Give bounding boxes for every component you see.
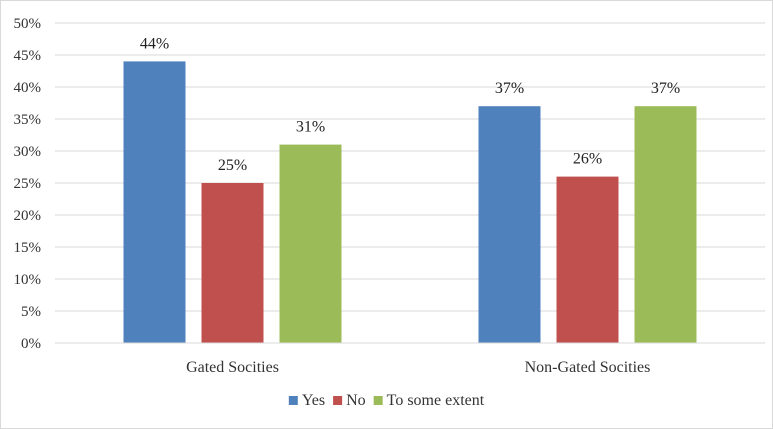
bar-no [556, 176, 619, 343]
y-tick-label: 15% [14, 240, 42, 256]
y-tick-label: 45% [14, 48, 42, 64]
bar-to-some-extent [634, 106, 697, 343]
y-axis: 0% 5% 10% 15% 20% 25% 30% 35% 40% 45% 50% [14, 16, 42, 352]
data-label: 26% [573, 151, 602, 168]
y-tick-label: 10% [14, 272, 42, 288]
y-tick-label: 35% [14, 112, 42, 128]
bar-to-some-extent [279, 144, 342, 343]
data-label: 31% [296, 119, 325, 136]
legend-swatch-no [333, 396, 343, 405]
data-label: 25% [218, 157, 247, 174]
legend: Yes No To some extent [288, 392, 485, 409]
y-tick-label: 30% [14, 144, 42, 160]
legend-label: No [346, 392, 366, 409]
data-label: 37% [495, 80, 524, 97]
x-axis: Gated Socities Non-Gated Socities [55, 342, 765, 376]
x-category-label: Non-Gated Socities [525, 359, 651, 376]
data-label: 44% [140, 35, 169, 52]
legend-label: To some extent [387, 392, 485, 409]
legend-swatch-to-some-extent [373, 396, 383, 405]
data-labels: 44% 25% 31% 37% 26% 37% [140, 35, 680, 174]
y-tick-label: 25% [14, 176, 42, 192]
data-label: 37% [651, 80, 680, 97]
y-tick-label: 40% [14, 80, 42, 96]
bar-yes [478, 106, 541, 343]
y-tick-label: 50% [14, 16, 42, 32]
y-tick-label: 0% [21, 336, 41, 352]
bars [123, 61, 697, 344]
y-tick-label: 5% [21, 304, 41, 320]
legend-label: Yes [302, 392, 325, 409]
bar-yes [123, 61, 186, 344]
x-category-label: Gated Socities [186, 359, 279, 376]
bar-no [201, 183, 264, 343]
legend-swatch-yes [288, 396, 298, 405]
y-tick-label: 20% [14, 208, 42, 224]
